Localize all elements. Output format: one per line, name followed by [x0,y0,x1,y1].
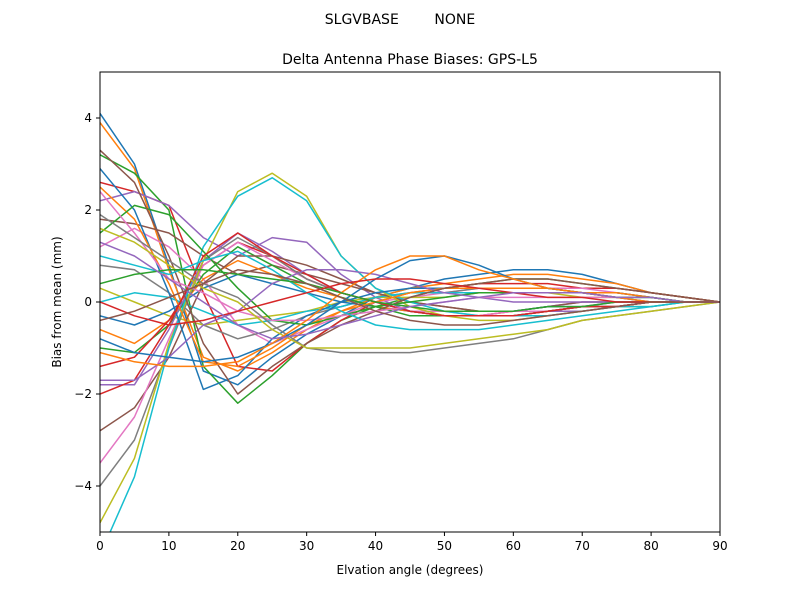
x-tick-label: 10 [161,539,176,553]
y-axis: −4 −2 0 2 4 [74,111,100,493]
x-tick-label: 20 [230,539,245,553]
series-line-s34 [100,278,720,326]
x-axis: 0 10 20 30 40 50 60 70 80 90 [96,532,728,553]
y-tick-label: 0 [84,295,92,309]
series-line-s29 [100,227,720,349]
series-line-s30 [100,250,720,331]
y-tick-label: 4 [84,111,92,125]
x-tick-label: 40 [368,539,383,553]
y-axis-label: Bias from mean (mm) [50,236,64,367]
figure-suptitle: SLGVBASE NONE [325,12,475,28]
x-tick-label: 60 [506,539,521,553]
y-tick-label: 2 [84,203,92,217]
x-axis-label: Elvation angle (degrees) [337,563,484,577]
x-tick-label: 50 [437,539,452,553]
chart-title: Delta Antenna Phase Biases: GPS-L5 [282,52,538,68]
series-line-s36 [100,269,720,326]
x-tick-label: 0 [96,539,104,553]
y-tick-label: −2 [74,387,92,401]
x-tick-label: 90 [712,539,727,553]
series-line-s26 [100,149,720,395]
y-tick-label: −4 [74,479,92,493]
x-tick-label: 80 [643,539,658,553]
series-layer [100,112,720,532]
series-line-s35 [100,241,720,340]
series-line-s31 [100,255,720,363]
series-line-s24 [100,232,720,395]
x-tick-label: 70 [575,539,590,553]
x-tick-label: 30 [299,539,314,553]
